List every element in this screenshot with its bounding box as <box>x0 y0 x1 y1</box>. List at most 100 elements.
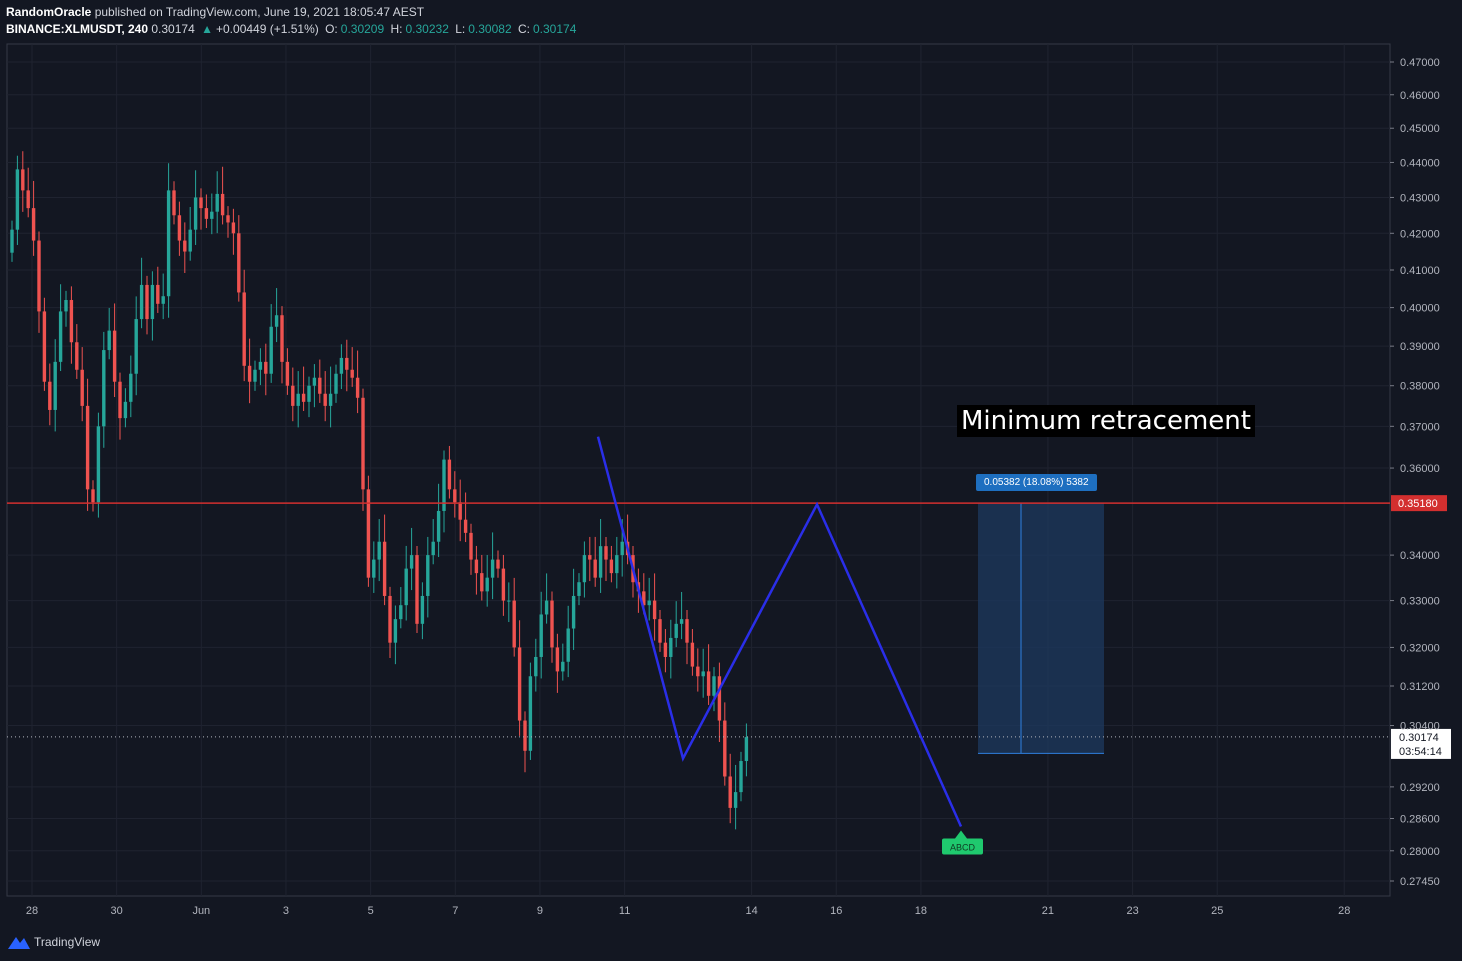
candle-body-down <box>642 591 646 606</box>
candle-body-up <box>733 792 738 808</box>
candle-body-down <box>118 381 122 419</box>
candle-body-down <box>696 666 700 677</box>
price-tick-label: 0.27450 <box>1400 876 1440 888</box>
candle-body-up <box>615 555 619 574</box>
bar-countdown-label: 03:54:14 <box>1399 746 1442 758</box>
close-value: 0.30174 <box>532 22 577 36</box>
candle-body-down <box>112 330 117 382</box>
candle-body-up <box>58 311 63 362</box>
candle-body-down <box>458 502 462 520</box>
minimum-retracement-note[interactable]: Minimum retracement <box>957 405 1255 437</box>
candle-body-up <box>539 614 543 657</box>
candle-body-down <box>69 300 74 343</box>
candle-body-up <box>404 568 408 606</box>
candle-body-up <box>107 330 111 351</box>
time-axis[interactable]: 28 30 Jun 3 5 7 9 11 14 16 18 21 23 25 28 <box>26 905 1350 917</box>
price-tick-label: 0.37000 <box>1400 421 1440 433</box>
time-tick-label: 9 <box>537 905 543 917</box>
candle-body-down <box>237 233 241 293</box>
footer-bar <box>0 925 1462 961</box>
candle-body-up <box>647 600 651 606</box>
time-tick-label: 14 <box>745 905 757 917</box>
candle-body-down <box>609 559 614 574</box>
candle-body-up <box>64 300 68 312</box>
candle-body-down <box>723 720 727 777</box>
candle-body-up <box>53 361 57 410</box>
candle-body-up <box>339 357 344 374</box>
time-tick-label: 11 <box>619 905 630 917</box>
candle-body-down <box>48 381 52 410</box>
candle-body-down <box>382 541 387 596</box>
candle-body-down <box>231 222 236 234</box>
candle-body-down <box>85 405 90 490</box>
measure-label[interactable]: 0.05382 (18.08%) 5382 <box>976 474 1097 491</box>
candle-body-down <box>242 292 246 366</box>
candle-body-up <box>442 459 446 511</box>
candle-body-down <box>447 459 452 490</box>
candle-body-up <box>188 229 192 252</box>
candle-body-down <box>156 284 160 304</box>
price-tick-label: 0.33000 <box>1400 596 1440 608</box>
candle-body-down <box>469 532 473 560</box>
candle-body-down <box>247 365 252 382</box>
candle-body-up <box>561 661 565 672</box>
candle-body-down <box>280 315 284 362</box>
candle-body-up <box>372 559 376 578</box>
candle-body-up <box>571 595 576 629</box>
candle-body-up <box>377 541 381 560</box>
candle-body-down <box>728 776 732 808</box>
price-tick-label: 0.47000 <box>1400 57 1440 69</box>
pattern-overlay: 0.35180 0.30174 03:54:14 ABCD <box>7 436 1451 855</box>
price-tick-label: 0.42000 <box>1400 228 1440 240</box>
candle-body-down <box>42 311 47 382</box>
candle-body-up <box>215 193 219 212</box>
candle-body-up <box>15 169 20 230</box>
tradingview-logo-icon <box>8 937 30 949</box>
candle-body-down <box>690 642 695 667</box>
candle-body-up <box>139 284 144 320</box>
candle-body-down <box>183 240 187 252</box>
candle-body-down <box>26 190 30 209</box>
tradingview-brand[interactable]: TradingView <box>8 935 100 949</box>
candle-body-up <box>544 600 549 615</box>
candle-body-down <box>512 600 516 648</box>
candle-body-down <box>523 720 527 751</box>
time-tick-label: Jun <box>192 905 210 917</box>
candle-body-down <box>75 342 79 370</box>
price-tick-label: 0.43000 <box>1400 192 1440 204</box>
price-tick-label: 0.32000 <box>1400 642 1440 654</box>
plot-area[interactable] <box>6 43 1391 897</box>
time-tick-label: 28 <box>26 905 38 917</box>
candle-body-up <box>679 619 684 624</box>
symbol-label[interactable]: BINANCE:XLMUSDT, 240 <box>6 22 149 36</box>
candle-body-up <box>431 541 435 556</box>
resistance-price-label: 0.35180 <box>1398 498 1438 510</box>
candle-body-down <box>80 369 84 406</box>
candle-body-down <box>474 559 479 574</box>
candle-body-down <box>480 573 484 592</box>
price-tick-label: 0.39000 <box>1400 341 1440 353</box>
candle-body-down <box>658 619 662 643</box>
candle-body-down <box>652 600 657 620</box>
price-tick-label: 0.38000 <box>1400 381 1440 393</box>
candle-body-up <box>485 577 489 592</box>
time-tick-label: 21 <box>1042 905 1054 917</box>
abcd-tag-label: ABCD <box>950 843 976 853</box>
candle-body-down <box>355 377 360 398</box>
time-tick-label: 30 <box>111 905 123 917</box>
candle-body-down <box>323 393 327 406</box>
candle-body-up <box>210 211 214 219</box>
candle-body-down <box>226 215 230 223</box>
candle-body-up <box>129 373 133 402</box>
candle-body-up <box>598 546 603 578</box>
candle-body-up <box>10 229 14 253</box>
candle-body-down <box>453 489 457 503</box>
price-axis[interactable]: 0.47000 0.46000 0.45000 0.44000 0.43000 0.420… <box>1390 57 1440 888</box>
candle-body-down <box>318 377 322 394</box>
author-name[interactable]: RandomOracle <box>6 5 92 19</box>
candle-body-up <box>307 385 311 402</box>
candle-body-up <box>739 761 743 793</box>
candle-body-down <box>301 393 306 402</box>
open-value: 0.30209 <box>340 22 385 36</box>
